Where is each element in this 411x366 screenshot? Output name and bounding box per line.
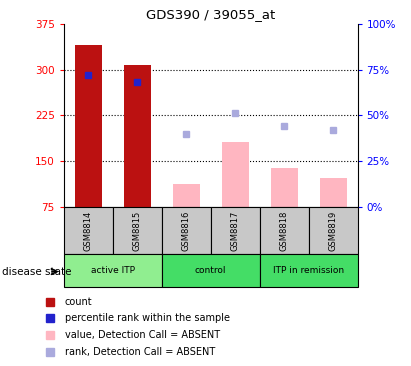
Text: GSM8815: GSM8815 [133,210,142,251]
Bar [211,207,260,254]
Bar [162,207,211,254]
Bar [162,254,260,287]
Text: active ITP: active ITP [91,266,135,275]
Bar [124,65,151,207]
Bar [173,184,200,207]
Bar [260,254,358,287]
Text: percentile rank within the sample: percentile rank within the sample [65,313,230,324]
Text: control: control [195,266,226,275]
Bar [75,45,102,207]
Bar [309,207,358,254]
Text: rank, Detection Call = ABSENT: rank, Detection Call = ABSENT [65,347,215,357]
Bar [64,254,162,287]
Text: GSM8819: GSM8819 [328,210,337,251]
Text: count: count [65,297,92,307]
Text: ITP in remission: ITP in remission [273,266,344,275]
Text: GSM8814: GSM8814 [84,210,93,251]
Text: disease state: disease state [2,266,72,277]
Title: GDS390 / 39055_at: GDS390 / 39055_at [146,8,275,21]
Bar [260,207,309,254]
Text: GSM8817: GSM8817 [231,210,240,251]
Bar [320,178,346,207]
Text: GSM8818: GSM8818 [279,210,289,251]
Bar [113,207,162,254]
Bar [64,207,113,254]
Bar [270,168,298,207]
Text: GSM8816: GSM8816 [182,210,191,251]
Bar [222,142,249,207]
Text: value, Detection Call = ABSENT: value, Detection Call = ABSENT [65,329,220,340]
